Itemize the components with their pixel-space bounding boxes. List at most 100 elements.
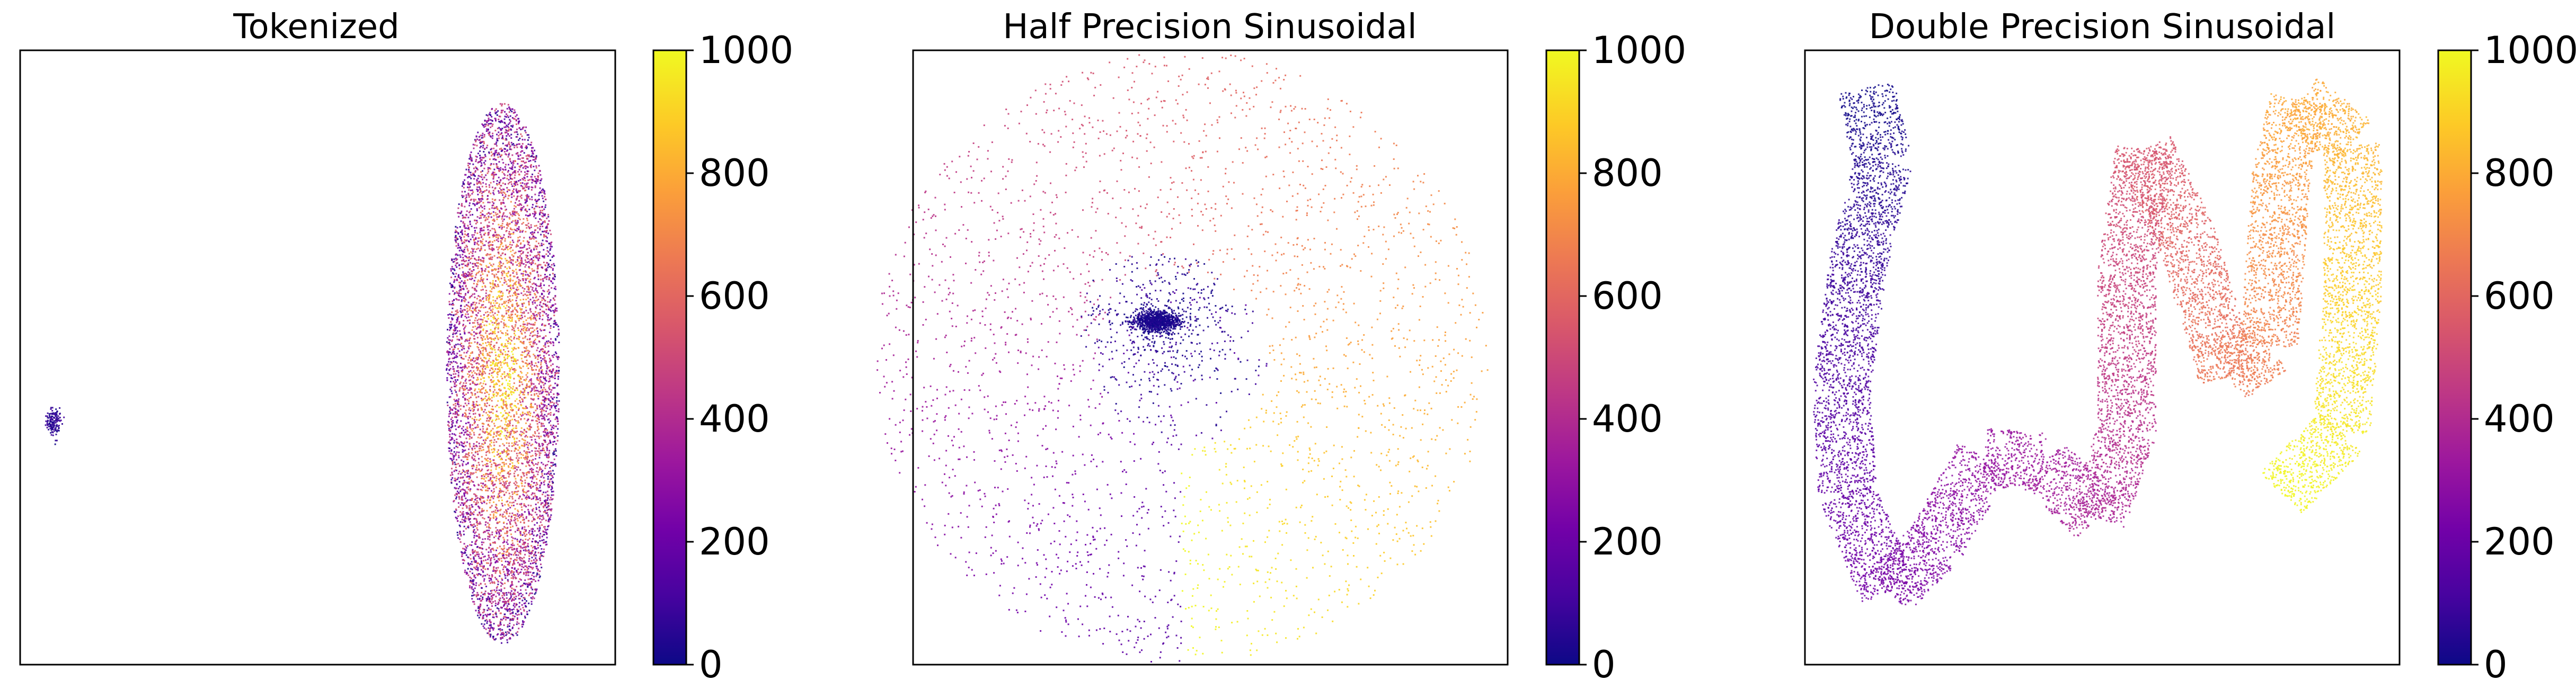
scatter-point bbox=[536, 225, 537, 227]
scatter-point bbox=[517, 455, 518, 457]
scatter-point bbox=[491, 440, 492, 441]
scatter-point bbox=[516, 503, 518, 505]
scatter-point bbox=[452, 339, 453, 341]
scatter-point bbox=[495, 591, 497, 593]
scatter-point bbox=[487, 460, 489, 462]
scatter-point bbox=[532, 213, 534, 214]
scatter-point bbox=[459, 465, 461, 467]
scatter-point bbox=[532, 207, 533, 208]
scatter-point bbox=[481, 373, 483, 374]
scatter-point bbox=[471, 437, 473, 439]
scatter-point bbox=[501, 303, 503, 305]
scatter-point bbox=[512, 263, 514, 265]
scatter-point bbox=[504, 614, 506, 615]
scatter-point bbox=[455, 498, 457, 499]
scatter-point bbox=[471, 175, 473, 176]
scatter-point bbox=[511, 587, 513, 589]
scatter-point bbox=[457, 344, 459, 345]
scatter-point bbox=[514, 549, 515, 550]
scatter-point bbox=[490, 320, 492, 322]
scatter-point bbox=[516, 189, 517, 190]
scatter-point bbox=[524, 598, 526, 600]
scatter-point bbox=[547, 529, 548, 530]
scatter-point bbox=[543, 355, 545, 357]
scatter-point bbox=[483, 478, 485, 480]
scatter-point bbox=[508, 302, 509, 303]
scatter-point bbox=[507, 539, 508, 541]
scatter-point bbox=[494, 150, 496, 152]
scatter-point bbox=[530, 286, 532, 288]
scatter-point bbox=[509, 122, 510, 124]
scatter-point bbox=[497, 298, 498, 299]
scatter-point bbox=[545, 346, 546, 348]
scatter-point bbox=[532, 547, 534, 549]
scatter-point bbox=[495, 476, 497, 477]
scatter-point bbox=[61, 423, 63, 425]
scatter-point bbox=[492, 186, 493, 188]
scatter-point bbox=[547, 291, 548, 292]
scatter-point bbox=[550, 338, 552, 340]
scatter-point bbox=[472, 236, 474, 238]
scatter-point bbox=[545, 240, 547, 242]
scatter-point bbox=[517, 539, 518, 540]
scatter-point bbox=[535, 512, 536, 513]
scatter-point bbox=[450, 390, 452, 392]
scatter-point bbox=[541, 483, 542, 485]
scatter-point bbox=[541, 287, 542, 289]
scatter-point bbox=[528, 291, 529, 293]
scatter-point bbox=[450, 381, 452, 382]
scatter-point bbox=[546, 499, 548, 501]
scatter-point bbox=[492, 300, 494, 301]
scatter-point bbox=[537, 379, 538, 381]
scatter-point bbox=[466, 572, 467, 574]
scatter-point bbox=[483, 234, 485, 235]
scatter-point bbox=[549, 440, 551, 441]
scatter-point bbox=[447, 351, 448, 352]
scatter-point bbox=[536, 482, 537, 484]
scatter-point bbox=[452, 425, 453, 427]
scatter-point bbox=[507, 262, 508, 264]
scatter-point bbox=[525, 550, 527, 552]
scatter-point bbox=[450, 427, 452, 428]
scatter-point bbox=[524, 579, 526, 581]
scatter-point bbox=[469, 202, 471, 204]
scatter-point bbox=[530, 553, 532, 554]
scatter-point bbox=[502, 183, 504, 184]
scatter-point bbox=[469, 432, 471, 433]
scatter-point bbox=[507, 330, 508, 332]
scatter-point bbox=[460, 473, 462, 475]
scatter-point bbox=[550, 462, 552, 463]
scatter-point bbox=[475, 543, 476, 545]
scatter-point bbox=[522, 463, 524, 464]
scatter-point bbox=[536, 246, 538, 247]
scatter-point bbox=[524, 518, 525, 520]
scatter-point bbox=[482, 350, 484, 352]
scatter-point bbox=[477, 132, 479, 133]
scatter-point bbox=[510, 409, 512, 410]
scatter-point bbox=[543, 280, 544, 282]
scatter-point bbox=[454, 440, 455, 442]
scatter-point bbox=[488, 360, 490, 361]
scatter-point bbox=[498, 119, 499, 120]
scatter-point bbox=[499, 210, 500, 211]
scatter-point bbox=[467, 177, 468, 178]
scatter-point bbox=[558, 372, 560, 374]
scatter-point bbox=[480, 357, 482, 359]
scatter-point bbox=[472, 405, 473, 406]
scatter-point bbox=[522, 401, 524, 402]
scatter-point bbox=[449, 389, 451, 390]
scatter-point bbox=[526, 328, 527, 329]
scatter-point bbox=[518, 180, 519, 182]
scatter-point bbox=[535, 362, 536, 364]
scatter-point bbox=[472, 250, 474, 252]
scatter-point bbox=[486, 122, 488, 123]
scatter-point bbox=[467, 163, 469, 164]
scatter-point bbox=[454, 345, 455, 346]
scatter-point bbox=[467, 545, 468, 547]
scatter-point bbox=[503, 356, 505, 358]
scatter-point bbox=[509, 231, 510, 232]
scatter-point bbox=[485, 590, 486, 592]
scatter-point bbox=[462, 257, 464, 258]
scatter-point bbox=[497, 547, 498, 549]
scatter-point bbox=[482, 238, 484, 240]
